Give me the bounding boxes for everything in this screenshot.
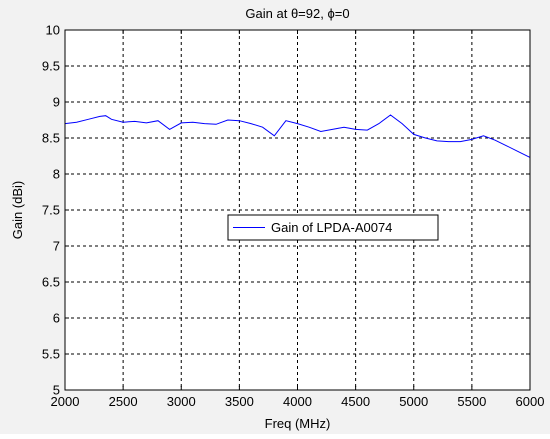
x-tick-label: 4500 bbox=[341, 394, 370, 409]
y-tick-label: 8.5 bbox=[42, 131, 60, 146]
y-tick-label: 7.5 bbox=[42, 203, 60, 218]
x-tick-label: 5500 bbox=[457, 394, 486, 409]
y-axis-label: Gain (dBi) bbox=[10, 181, 25, 240]
x-tick-label: 6000 bbox=[516, 394, 545, 409]
axis-ticks: 2000 2500 3000 3500 4000 4500 5000 5500 6000 5 5.5… bbox=[42, 23, 545, 410]
series-layer bbox=[64, 114, 531, 158]
chart-title: Gain at θ=92, ϕ=0 bbox=[245, 6, 349, 21]
legend-entry: Gain of LPDA-A0074 bbox=[271, 220, 392, 235]
x-tick-label: 4000 bbox=[283, 394, 312, 409]
y-tick-label: 6 bbox=[53, 311, 60, 326]
y-tick-label: 8 bbox=[53, 167, 60, 182]
y-tick-label: 7 bbox=[53, 239, 60, 254]
x-tick-label: 3500 bbox=[225, 394, 254, 409]
y-tick-label: 6.5 bbox=[42, 275, 60, 290]
y-tick-label: 9 bbox=[53, 95, 60, 110]
legend: Gain of LPDA-A0074 bbox=[227, 214, 439, 241]
y-tick-label: 9.5 bbox=[42, 59, 60, 74]
x-tick-label: 2500 bbox=[109, 394, 138, 409]
y-tick-label: 10 bbox=[46, 23, 60, 38]
x-axis-label: Freq (MHz) bbox=[265, 416, 331, 431]
x-tick-label: 2000 bbox=[51, 394, 80, 409]
x-tick-label: 5000 bbox=[399, 394, 428, 409]
y-tick-label: 5.5 bbox=[42, 347, 60, 362]
x-tick-label: 3000 bbox=[167, 394, 196, 409]
series-line bbox=[64, 114, 531, 158]
y-tick-label: 5 bbox=[53, 383, 60, 398]
grid-lines bbox=[65, 30, 530, 390]
